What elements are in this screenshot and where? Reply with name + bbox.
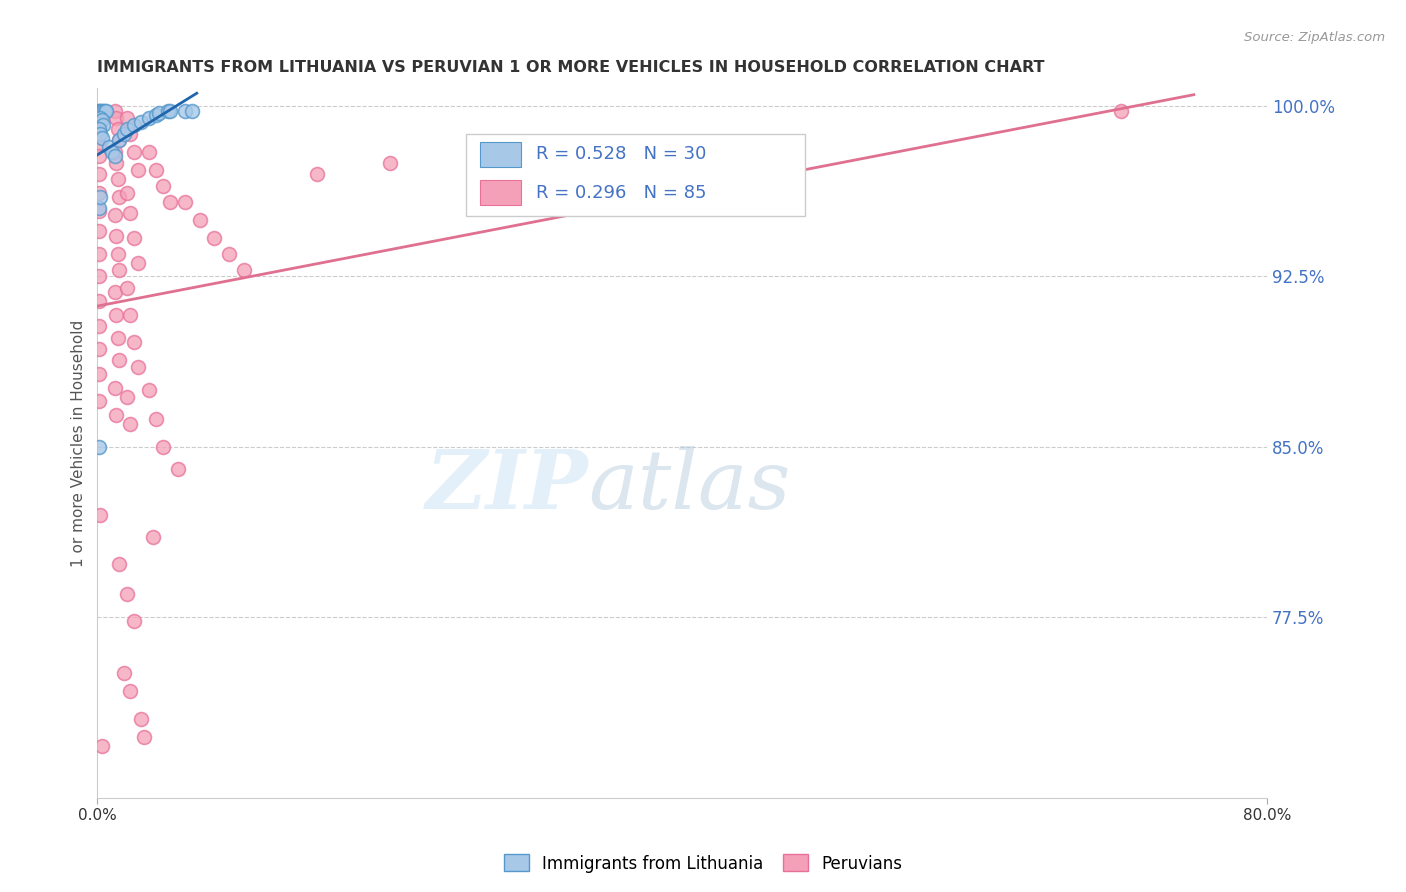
Text: R = 0.296   N = 85: R = 0.296 N = 85	[536, 184, 706, 202]
Bar	[479, 180, 520, 205]
Text: atlas: atlas	[589, 446, 792, 525]
Text: IMMIGRANTS FROM LITHUANIA VS PERUVIAN 1 OR MORE VEHICLES IN HOUSEHOLD CORRELATIO: IMMIGRANTS FROM LITHUANIA VS PERUVIAN 1 …	[97, 60, 1045, 75]
Y-axis label: 1 or more Vehicles in Household: 1 or more Vehicles in Household	[72, 319, 86, 566]
Bar	[465, 135, 804, 216]
Bar	[479, 142, 520, 167]
Text: Source: ZipAtlas.com: Source: ZipAtlas.com	[1244, 31, 1385, 45]
Text: R = 0.528   N = 30: R = 0.528 N = 30	[536, 145, 706, 163]
Text: ZIP: ZIP	[426, 446, 589, 525]
Legend: Immigrants from Lithuania, Peruvians: Immigrants from Lithuania, Peruvians	[496, 847, 910, 880]
